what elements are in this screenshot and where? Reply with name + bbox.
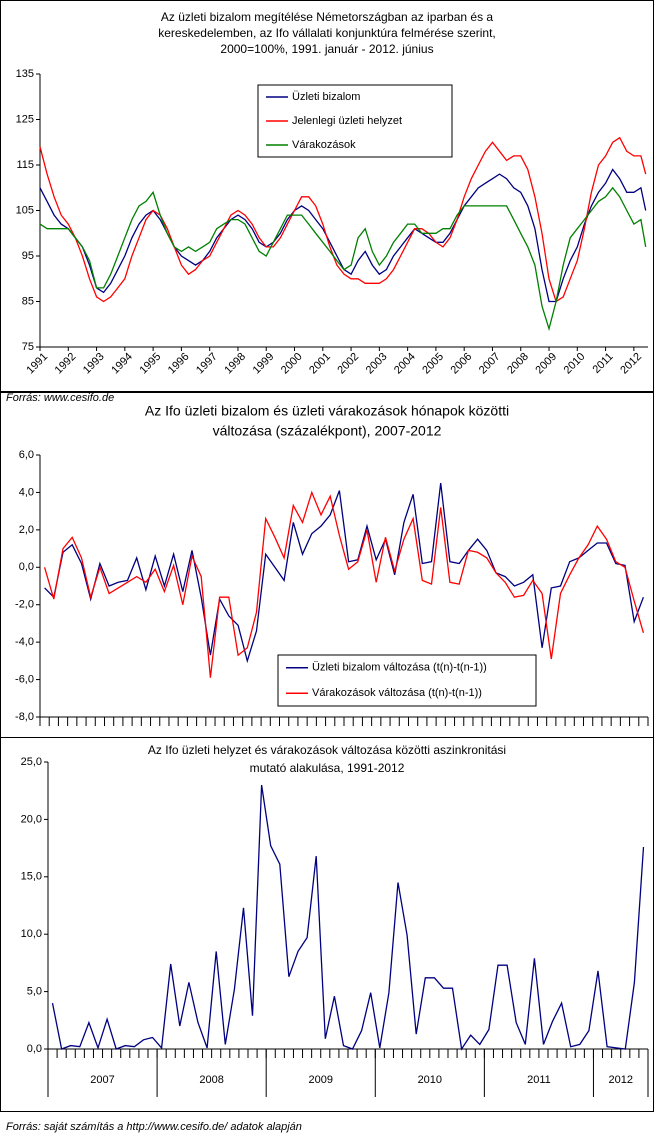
y-tick-label: -4,0 [15,636,34,648]
chart-title: változása (százalékpont), 2007-2012 [213,423,442,439]
source-note: Forrás: saját számítás a http://www.cesi… [6,1121,302,1133]
y-tick-label: 20,0 [21,813,42,825]
x-tick-label: 1997 [194,351,220,377]
x-tick-label: 2011 [591,351,616,376]
source-note: Forrás: www.cesifo.de [6,392,114,404]
chart-title: Az Ifo üzleti bizalom és üzleti várakozá… [145,403,509,419]
y-tick-label: 95 [22,250,34,262]
chart-frame [0,0,654,392]
chart-title: Az üzleti bizalom megítélése Németország… [161,10,494,24]
y-tick-label: 4,0 [19,486,34,498]
x-tick-label: 2009 [533,351,559,377]
chart-title: kereskedelemben, az Ifo vállalati konjun… [158,26,496,40]
x-group-label: 2009 [308,1074,332,1086]
x-group-label: 2012 [608,1074,632,1086]
series-line [39,186,647,332]
y-tick-label: 75 [22,341,34,353]
x-tick-label: 2004 [392,351,418,377]
y-tick-label: 115 [16,159,34,171]
x-tick-label: 1998 [222,351,248,377]
x-tick-label: 1993 [81,351,107,377]
series-line [44,483,645,664]
series-line [43,490,645,678]
x-tick-label: 2003 [364,351,390,377]
y-tick-label: 15,0 [21,871,42,883]
chart-title: Az Ifo üzleti helyzet és várakozások vál… [148,743,506,757]
x-group-label: 2011 [527,1074,551,1086]
y-tick-label: 0,0 [27,1043,42,1055]
y-tick-label: 85 [22,295,34,307]
y-tick-label: 2,0 [19,524,34,536]
y-tick-label: -2,0 [15,599,34,611]
y-tick-label: -6,0 [15,673,34,685]
y-tick-label: 25,0 [21,756,42,768]
y-tick-label: 135 [16,68,34,80]
y-tick-label: 5,0 [27,986,42,998]
x-tick-label: 2012 [618,351,644,377]
x-tick-label: 2006 [449,351,475,377]
series-line [39,136,647,303]
chart-title: 2000=100%, 1991. január - 2012. június [220,42,433,56]
legend-label: Várakozások változása (t(n)-t(n-1)) [312,687,482,699]
x-tick-label: 2001 [307,351,333,377]
y-tick-label: 105 [16,204,34,216]
y-tick-label: 10,0 [21,928,42,940]
chart-title: mutató alakulása, 1991-2012 [250,761,405,775]
legend-label: Üzleti bizalom [292,91,360,103]
legend-box [257,84,453,158]
x-tick-label: 2007 [477,351,503,377]
legend-box [277,654,537,707]
chart-frame [0,737,654,1112]
y-tick-label: 125 [16,113,34,125]
y-tick-label: 6,0 [19,449,34,461]
x-tick-label: 2008 [505,351,531,377]
x-group-label: 2010 [418,1074,442,1086]
series-line [39,168,647,303]
x-tick-label: 1996 [166,351,192,377]
x-tick-label: 2005 [420,351,446,377]
y-tick-label: 0,0 [19,561,34,573]
series-line [51,784,645,1051]
legend-label: Várakozások [292,139,356,151]
x-tick-label: 2002 [335,351,361,377]
x-tick-label: 1995 [137,351,163,377]
legend-label: Jelenlegi üzleti helyzet [292,115,402,127]
legend-label: Üzleti bizalom változása (t(n)-t(n-1)) [312,662,487,674]
x-tick-label: 2010 [562,351,588,377]
x-tick-label: 1999 [251,351,277,377]
y-tick-label: -8,0 [15,711,34,723]
x-group-label: 2008 [199,1074,223,1086]
x-tick-label: 1991 [24,351,50,377]
x-group-label: 2007 [90,1074,114,1086]
x-tick-label: 1994 [109,351,135,377]
x-tick-label: 1992 [53,351,79,377]
x-tick-label: 2000 [279,351,305,377]
